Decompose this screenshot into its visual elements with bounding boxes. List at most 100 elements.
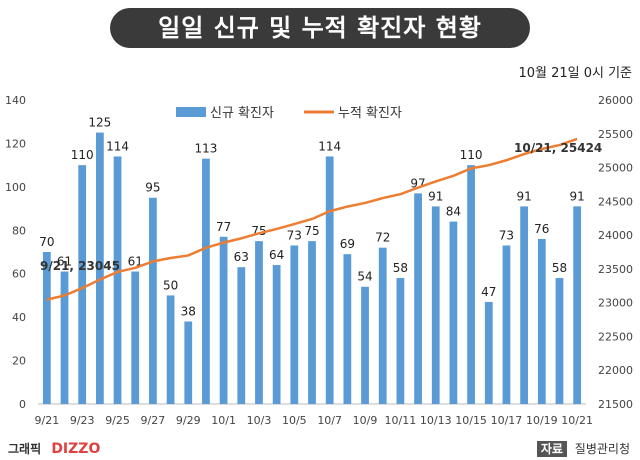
chart-subtitle: 10월 21일 0시 기준 [518,66,632,81]
y-right-tick-label: 22500 [598,330,633,343]
bar-data-label: 84 [446,205,461,219]
y-right-tick-label: 23500 [598,263,633,276]
bar-data-label: 77 [216,220,231,234]
bar [378,247,387,404]
annotation-end: 10/21, 25424 [514,141,602,155]
brand-logo: DIZZO [51,441,101,457]
y-left-tick-label: 100 [5,181,26,194]
x-tick-label: 10/17 [491,414,523,427]
source-name: 질병관리청 [574,442,630,456]
bar-data-label: 61 [128,255,143,269]
bar [113,156,122,404]
bar-data-label: 38 [181,304,196,318]
bar-data-label: 61 [57,255,72,269]
bar [343,254,352,404]
footer-graphic: 그래픽 DIZZO [8,440,100,457]
x-tick-label: 10/19 [526,414,558,427]
bar-data-label: 63 [234,250,249,264]
x-tick-label: 9/21 [34,414,59,427]
x-tick-label: 9/25 [105,414,130,427]
bar-data-label: 47 [481,285,496,299]
bar-data-label: 50 [163,278,178,292]
x-tick-label: 10/1 [211,414,236,427]
annotation-start: 9/21, 23045 [40,259,120,273]
y-right-tick-label: 24500 [598,195,633,208]
x-tick-label: 10/9 [353,414,378,427]
bar [325,156,334,404]
bar [431,206,440,404]
bar-data-label: 125 [88,116,111,130]
bar-data-label: 91 [428,189,443,203]
bar [60,271,69,404]
y-axis-left: 0 20 40 60 80 100 120 140 [5,94,26,411]
x-tick-label: 10/5 [282,414,307,427]
bar [42,252,51,404]
chart-annotations: 9/21, 23045 10/21, 25424 [40,141,602,273]
bar-series [42,132,582,405]
bar-data-label: 91 [516,189,531,203]
bar-data-label: 69 [340,237,355,251]
y-right-tick-label: 21500 [598,398,633,411]
bar-data-label: 72 [375,231,390,245]
bar-data-label: 70 [39,235,54,249]
y-right-tick-label: 24000 [598,229,633,242]
legend-label-line: 누적 확진자 [338,106,402,121]
y-left-tick-label: 80 [12,224,26,237]
bar-data-label: 64 [269,248,284,262]
bar [149,197,157,404]
bar [502,245,511,404]
source-tag: 자료 [536,441,567,457]
x-tick-label: 10/11 [385,414,417,427]
bar-data-label: 73 [499,228,514,242]
legend-label-bar: 신규 확진자 [210,106,274,121]
bar-data-label: 110 [460,148,483,162]
x-tick-label: 10/15 [455,414,487,427]
bar-data-label: 54 [357,270,372,284]
bar [166,295,175,404]
bar-data-label: 114 [106,139,129,153]
y-left-tick-label: 60 [12,268,26,281]
bar [537,238,546,404]
x-tick-label: 10/3 [247,414,272,427]
bar [237,267,246,404]
bar-data-label: 76 [534,222,549,236]
y-axis-right: 21500 22000 22500 23000 23500 24000 24500 25000… [598,94,633,411]
bar [202,158,210,404]
bar [361,286,369,404]
x-tick-label: 9/23 [70,414,95,427]
bar-data-label: 73 [287,228,302,242]
bar-data-label: 91 [570,189,585,203]
x-tick-label: 9/29 [176,414,201,427]
y-left-tick-label: 0 [19,398,26,411]
bar [272,265,281,404]
bar [484,301,493,404]
y-left-tick-label: 40 [12,311,26,324]
y-right-tick-label: 23000 [598,297,633,310]
y-right-tick-label: 25000 [598,162,633,175]
bar [555,278,564,404]
bar [396,278,405,404]
y-right-tick-label: 22000 [598,364,633,377]
bar [255,241,263,404]
bar [290,245,299,404]
bar [467,165,475,404]
legend-swatch-bar [176,107,206,117]
bar-data-label: 58 [393,261,408,275]
bar-data-label: 75 [304,224,319,238]
line-path [46,137,578,301]
line-series [46,137,578,301]
bar-data-label: 113 [194,142,217,156]
y-right-tick-label: 25500 [598,128,633,141]
y-left-tick-label: 120 [5,137,26,150]
chart-legend: 신규 확진자 누적 확진자 [176,106,402,121]
bar-data-label: 95 [145,181,160,195]
bar-data-label: 114 [318,139,341,153]
y-left-tick-label: 140 [5,94,26,107]
x-tick-label: 10/7 [317,414,342,427]
y-right-tick-label: 26000 [598,94,633,107]
bar [449,221,458,404]
chart-title: 일일 신규 및 누적 확진자 현황 [110,8,530,48]
y-left-tick-label: 20 [12,355,26,368]
